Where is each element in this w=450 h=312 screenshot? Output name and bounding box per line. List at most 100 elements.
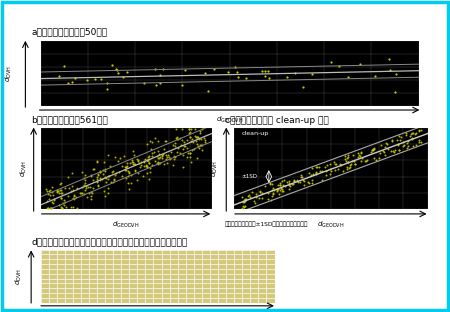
Point — [159, 154, 166, 159]
Point — [123, 163, 130, 168]
Point — [57, 205, 64, 210]
Point — [148, 147, 155, 152]
Point — [388, 138, 395, 143]
Point — [265, 196, 272, 201]
Point — [154, 139, 161, 144]
Point — [342, 156, 349, 161]
Point — [50, 197, 58, 202]
Point — [357, 151, 364, 156]
Point — [274, 188, 281, 193]
Point — [362, 159, 369, 164]
Point — [58, 191, 66, 196]
Point — [70, 205, 77, 210]
Point — [180, 165, 187, 170]
Point — [130, 149, 137, 154]
Point — [159, 66, 166, 71]
Point — [314, 164, 321, 169]
Point — [297, 179, 304, 184]
Point — [351, 161, 358, 166]
Point — [375, 155, 382, 160]
Point — [312, 170, 319, 175]
Point — [145, 160, 153, 165]
Point — [159, 156, 166, 161]
Point — [70, 193, 77, 198]
Point — [179, 152, 186, 157]
Point — [172, 155, 179, 160]
Point — [163, 157, 170, 162]
Point — [379, 148, 387, 153]
Point — [49, 185, 56, 190]
Point — [97, 170, 104, 175]
Point — [164, 155, 171, 160]
Point — [389, 139, 396, 144]
Point — [382, 141, 389, 146]
Point — [304, 179, 311, 184]
Point — [144, 165, 151, 170]
Point — [100, 171, 107, 176]
Point — [94, 172, 101, 177]
Point — [280, 178, 288, 183]
Point — [413, 143, 420, 148]
Point — [183, 155, 190, 160]
Text: clean-up: clean-up — [242, 131, 269, 136]
Point — [45, 192, 52, 197]
Point — [150, 149, 157, 154]
Point — [49, 190, 56, 195]
Point — [350, 159, 357, 164]
Point — [392, 148, 399, 153]
Point — [48, 199, 55, 204]
Point — [130, 161, 138, 166]
Point — [111, 176, 118, 181]
Point — [392, 89, 399, 94]
Point — [176, 150, 184, 155]
Point — [92, 77, 99, 82]
Point — [347, 162, 354, 167]
Point — [65, 186, 72, 191]
Point — [104, 173, 112, 178]
Point — [357, 159, 364, 164]
Point — [82, 183, 90, 188]
Point — [153, 161, 160, 166]
Point — [164, 153, 171, 158]
Point — [97, 178, 104, 183]
Point — [94, 183, 101, 188]
Point — [126, 170, 133, 175]
Point — [201, 138, 208, 143]
Point — [256, 190, 264, 195]
Point — [299, 178, 306, 183]
Point — [403, 140, 410, 145]
Point — [109, 169, 116, 174]
Text: c：ビッグモデルの clean-up の例: c：ビッグモデルの clean-up の例 — [225, 116, 329, 125]
Point — [294, 180, 302, 185]
Point — [187, 154, 194, 159]
Point — [80, 183, 87, 188]
Point — [397, 134, 405, 139]
Point — [72, 195, 79, 200]
Point — [240, 205, 248, 210]
Point — [407, 134, 414, 139]
Point — [45, 206, 52, 211]
Point — [411, 131, 418, 136]
Point — [90, 186, 97, 191]
Point — [44, 198, 51, 203]
Point — [147, 138, 154, 143]
Point — [188, 159, 195, 164]
Point — [382, 153, 389, 158]
Point — [243, 196, 250, 201]
Point — [259, 190, 266, 195]
Point — [188, 139, 195, 144]
Point — [88, 173, 95, 178]
Point — [60, 64, 68, 69]
Point — [104, 176, 111, 181]
Point — [373, 157, 380, 162]
Point — [96, 170, 104, 175]
Point — [187, 126, 194, 131]
Point — [331, 159, 338, 164]
Point — [144, 155, 151, 160]
Point — [57, 181, 64, 186]
Point — [96, 176, 104, 181]
Point — [101, 194, 108, 199]
Point — [78, 190, 85, 195]
Point — [341, 154, 348, 159]
Point — [417, 139, 424, 144]
